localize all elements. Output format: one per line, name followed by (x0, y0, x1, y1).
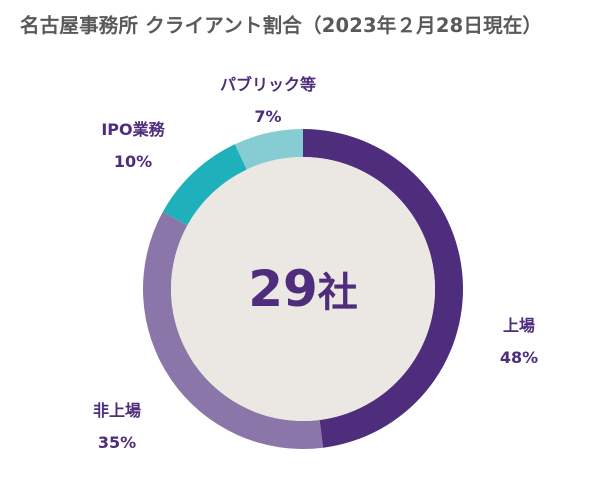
center-total-unit: 社 (318, 270, 358, 316)
slice-3 (234, 129, 303, 170)
slice-0 (303, 129, 463, 448)
slice-label-2: IPO業務 (101, 120, 165, 139)
slice-label-3: パブリック等 (220, 75, 316, 94)
slice-2 (162, 144, 247, 226)
slice-value-0: 48% (500, 348, 538, 367)
slice-labels: 上場 48% 非上場 35% IPO業務 10% パブリック等 7% (93, 75, 538, 452)
center-total-value: 29 (248, 260, 318, 318)
slice-label-0: 上場 (503, 316, 535, 335)
slice-value-3: 7% (254, 107, 281, 126)
slice-label-1: 非上場 (93, 401, 141, 420)
donut-center (171, 157, 435, 421)
donut-slices (143, 129, 463, 449)
slice-value-1: 35% (98, 433, 136, 452)
slice-value-2: 10% (114, 152, 152, 171)
center-total: 29社 (248, 260, 358, 318)
slice-1 (143, 211, 324, 449)
chart-title: 名古屋事務所 クライアント割合（2023年２月28日現在） (20, 14, 543, 37)
